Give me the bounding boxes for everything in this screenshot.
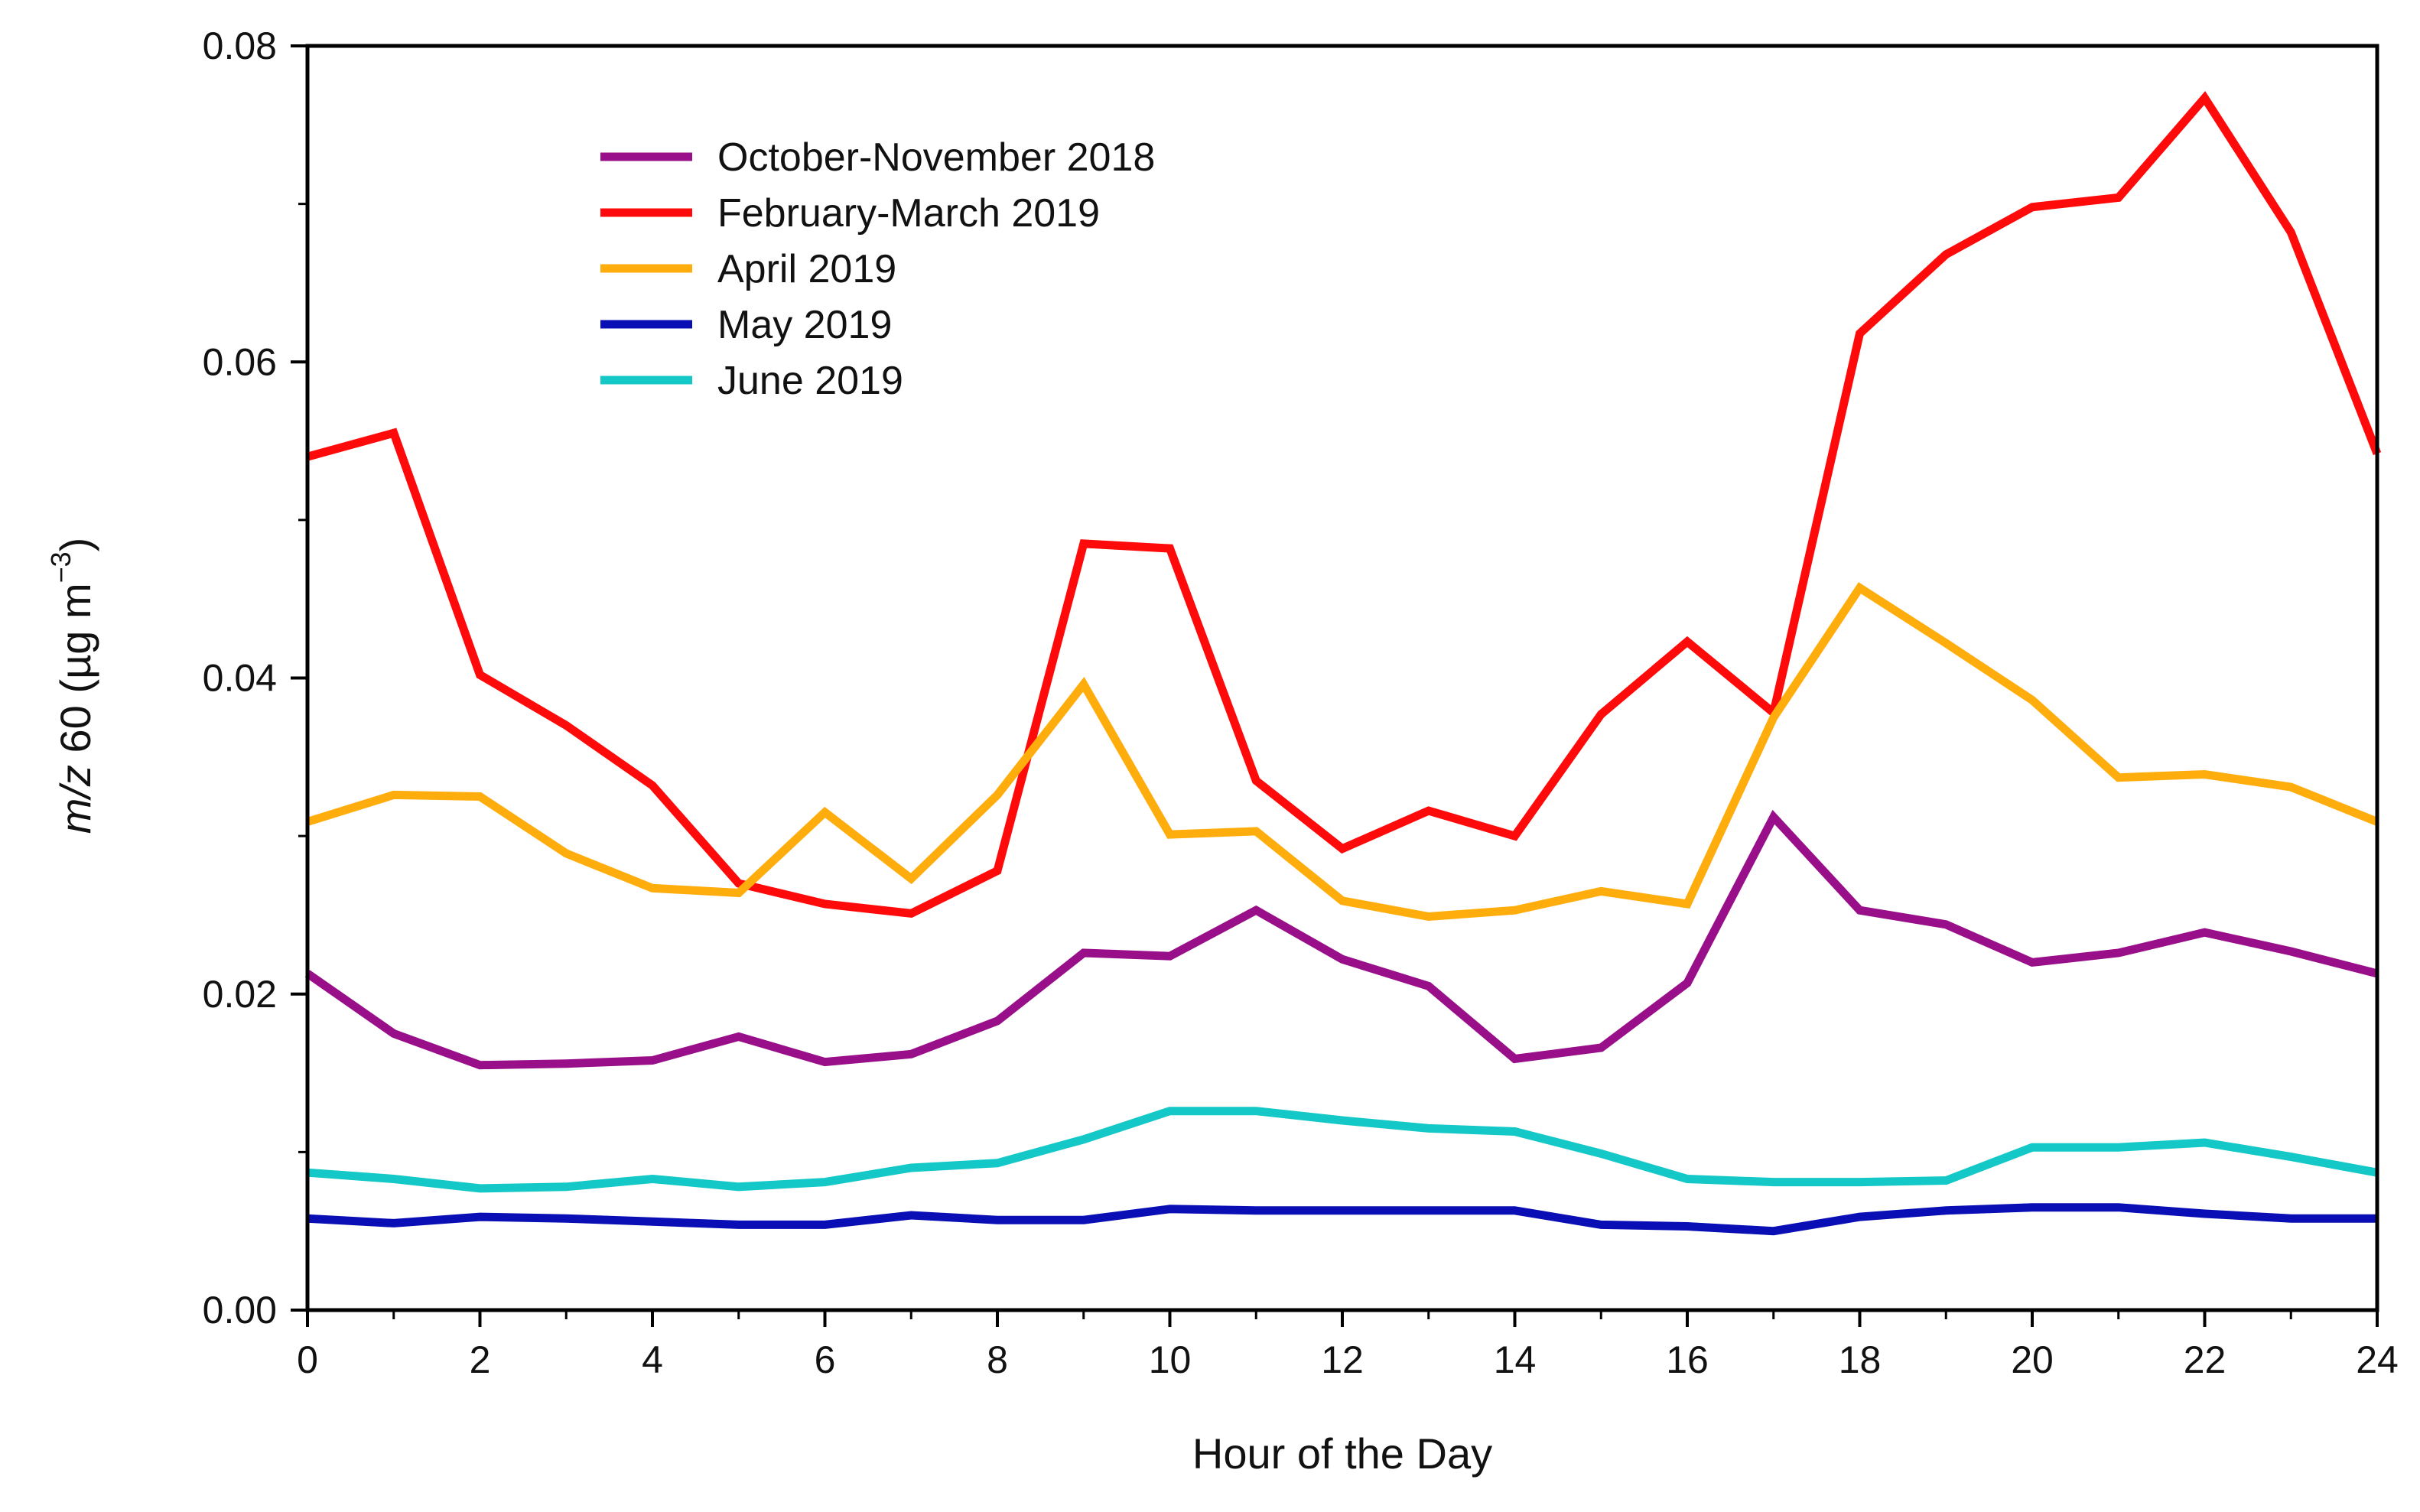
series-lines: [304, 91, 2382, 1236]
axis-ticks: 0 2 4 6 8 10 12 14 16 18 20 22 240.000.020.040.060.0…: [203, 24, 2399, 1381]
legend-label: April 2019: [717, 247, 896, 291]
legend-item: May 2019: [600, 303, 892, 347]
x-tick-label: 16: [1666, 1338, 1709, 1381]
x-tick-label: 4: [642, 1338, 663, 1381]
x-tick-label: 0: [297, 1338, 318, 1381]
y-axis-title-close: ): [51, 538, 99, 552]
y-tick-label: 0.04: [203, 657, 277, 700]
series-line-february-march-2019: [306, 91, 2382, 919]
plot-area-frame: [305, 44, 2379, 1312]
x-tick-label: 10: [1149, 1338, 1192, 1381]
y-tick-label: 0.06: [203, 340, 277, 383]
y-tick-label: 0.08: [203, 24, 277, 67]
y-axis-title-superscript: −3: [45, 551, 76, 583]
legend-label: October-November 2018: [717, 135, 1155, 180]
series-line-october-november-2018: [304, 809, 2379, 1070]
x-tick-label: 24: [2356, 1338, 2399, 1381]
y-tick-label: 0.02: [203, 973, 277, 1016]
legend-item: February-March 2019: [600, 191, 1100, 236]
x-tick-label: 20: [2011, 1338, 2054, 1381]
x-tick-label: 6: [815, 1338, 836, 1381]
y-axis-title-main: 60 (µg m: [51, 583, 99, 765]
y-axis-title: m/z 60 (µg m−3): [45, 538, 99, 834]
x-tick-label: 18: [1839, 1338, 1882, 1381]
x-tick-label: 2: [470, 1338, 491, 1381]
x-axis-title: Hour of the Day: [1192, 1429, 1492, 1478]
legend-label: February-March 2019: [717, 191, 1100, 236]
legend-item: April 2019: [600, 247, 896, 291]
legend-label: May 2019: [717, 303, 892, 347]
legend: October-November 2018 February-March 2019…: [600, 135, 1155, 403]
legend-label: June 2019: [717, 359, 903, 403]
x-tick-label: 14: [1494, 1338, 1537, 1381]
series-line-june-2019: [307, 1107, 2378, 1193]
y-axis-title-italic: m/z: [51, 765, 99, 834]
series-line-april-2019: [306, 582, 2379, 922]
y-tick-label: 0.00: [203, 1289, 277, 1332]
x-tick-label: 22: [2184, 1338, 2226, 1381]
x-tick-label: 12: [1321, 1338, 1364, 1381]
x-tick-label: 8: [987, 1338, 1008, 1381]
legend-item: June 2019: [600, 359, 903, 403]
series-line-may-2019: [307, 1203, 2377, 1236]
legend-item: October-November 2018: [600, 135, 1155, 180]
